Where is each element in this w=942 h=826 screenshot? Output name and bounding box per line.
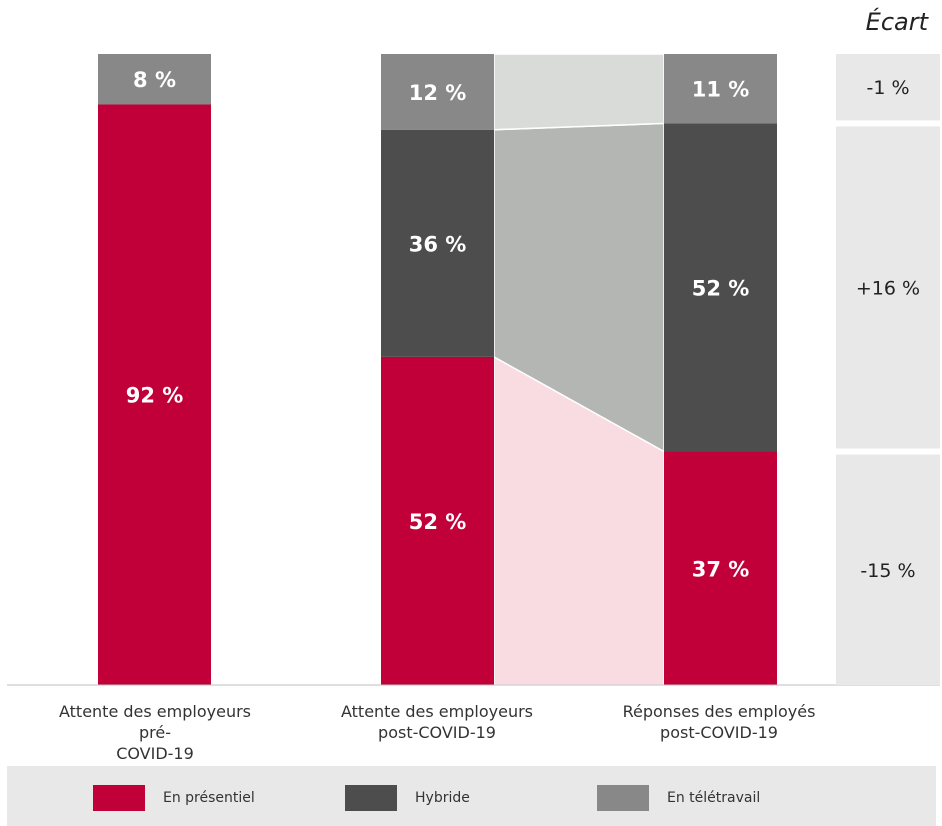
gap-box-0 xyxy=(836,54,940,121)
gap-box-1 xyxy=(836,126,940,449)
gap-value-0: -1 % xyxy=(866,77,909,99)
data-label-presentiel-1: 52 % xyxy=(409,510,467,534)
x-tick-label-2-line1: Réponses des employés xyxy=(622,702,816,721)
legend: En présentiel Hybride En télétravail xyxy=(7,766,936,826)
bar-presentiel-1 xyxy=(381,356,494,685)
data-label-presentiel-2: 37 % xyxy=(692,557,750,581)
gap-value-1: +16 % xyxy=(856,277,920,299)
legend-swatch-teletravail xyxy=(597,785,649,811)
data-label-hybride-2: 52 % xyxy=(692,276,750,300)
data-label-teletravail-2: 11 % xyxy=(692,78,750,102)
legend-item-hybride: Hybride xyxy=(345,785,470,811)
legend-item-teletravail: En télétravail xyxy=(597,785,760,811)
legend-label-hybride: Hybride xyxy=(415,790,470,806)
data-label-teletravail-0: 8 % xyxy=(133,68,176,92)
bar-hybride-2 xyxy=(664,123,777,452)
legend-label-presentiel: En présentiel xyxy=(163,790,255,806)
bar-teletravail-0 xyxy=(98,54,211,105)
gap-box-2 xyxy=(836,454,940,685)
bar-teletravail-2 xyxy=(664,54,777,124)
data-label-hybride-1: 36 % xyxy=(409,232,467,256)
x-tick-label-1: Attente des employeurs post-COVID-19 xyxy=(337,701,537,743)
x-tick-label-0: Attente des employeurs pré- COVID-19 xyxy=(55,701,255,764)
x-tick-label-1-line2: post-COVID-19 xyxy=(378,723,496,742)
legend-item-presentiel: En présentiel xyxy=(93,785,255,811)
x-tick-label-0-line1: Attente des employeurs pré- xyxy=(58,702,251,742)
connector-teletravail xyxy=(493,53,665,131)
data-label-teletravail-1: 12 % xyxy=(409,81,467,105)
legend-swatch-hybride xyxy=(345,785,397,811)
bar-teletravail-1 xyxy=(381,54,494,130)
legend-label-teletravail: En télétravail xyxy=(667,790,761,806)
stacked-bar-chart: 92 % 8 % 52 % 36 % 12 % 37 % 52 % 11 % -1 % +16 %… xyxy=(7,53,940,686)
bar-presentiel-0 xyxy=(98,104,211,686)
data-label-presentiel-0: 92 % xyxy=(126,384,184,408)
bar-hybride-1 xyxy=(381,129,494,357)
bar-presentiel-2 xyxy=(664,451,777,685)
x-tick-label-0-line2: COVID-19 xyxy=(116,744,194,763)
gap-value-2: -15 % xyxy=(860,560,915,582)
x-tick-label-2: Réponses des employés post-COVID-19 xyxy=(619,701,819,743)
legend-swatch-presentiel xyxy=(93,785,145,811)
x-tick-label-2-line2: post-COVID-19 xyxy=(660,723,778,742)
x-tick-label-1-line1: Attente des employeurs xyxy=(340,702,533,721)
gap-title: Écart xyxy=(865,8,928,36)
